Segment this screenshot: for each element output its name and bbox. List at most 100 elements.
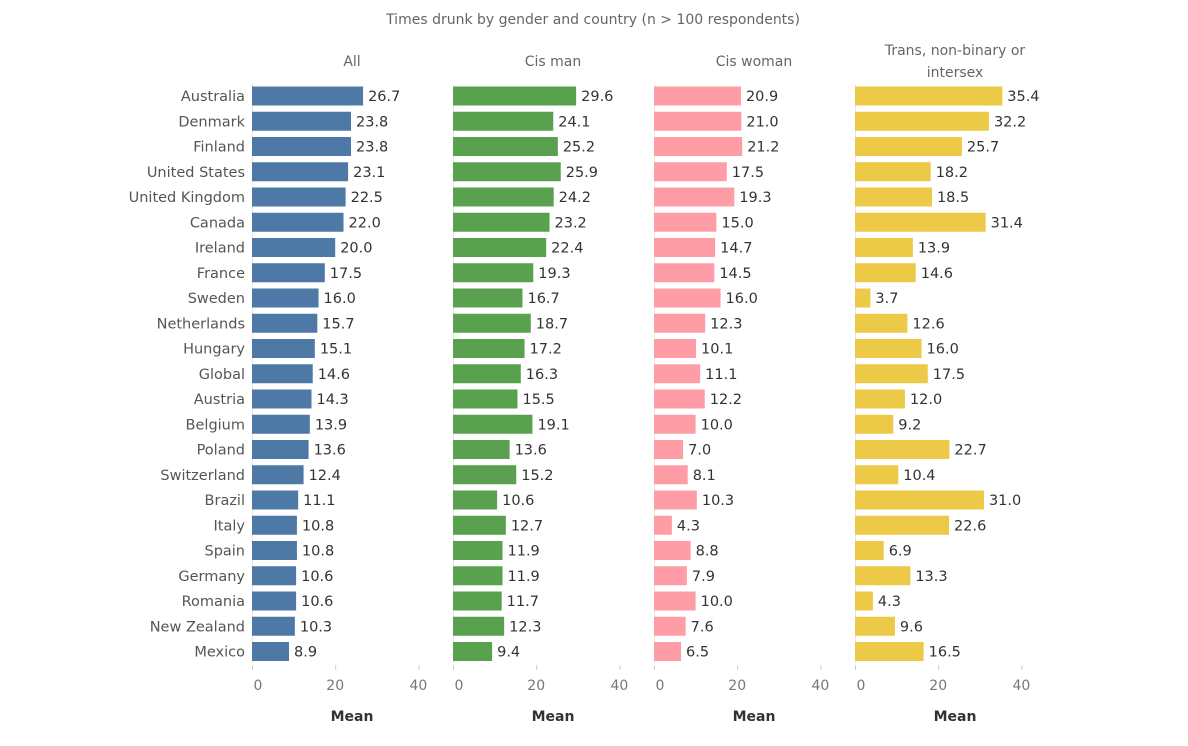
x-tick-label: 40 (610, 678, 628, 694)
bar (453, 389, 518, 409)
value-label: 35.4 (1007, 89, 1039, 105)
bar (252, 642, 290, 661)
bar (453, 137, 558, 156)
value-label: 12.7 (511, 518, 543, 534)
value-label: 32.2 (994, 114, 1026, 130)
bar (654, 263, 715, 283)
panel-title: Cis man (525, 54, 582, 70)
bar (453, 591, 502, 611)
category-label: Sweden (188, 291, 245, 307)
value-label: 7.9 (692, 569, 715, 585)
value-label: 19.1 (537, 417, 569, 433)
bar (453, 86, 577, 106)
value-label: 12.2 (710, 392, 742, 408)
value-label: 15.1 (320, 342, 352, 358)
value-label: 11.9 (508, 569, 540, 585)
value-label: 13.9 (918, 241, 950, 257)
category-label: Hungary (183, 342, 245, 358)
bar (252, 566, 297, 586)
bar (453, 490, 498, 510)
value-label: 24.1 (558, 114, 590, 130)
bar (654, 187, 735, 207)
bar (453, 566, 503, 586)
bar (654, 566, 687, 586)
bar (252, 339, 315, 358)
bar (855, 162, 931, 182)
value-label: 15.2 (521, 468, 553, 484)
bar (855, 212, 986, 232)
x-tick-label: 0 (857, 678, 866, 694)
bar (855, 263, 916, 283)
bar (654, 591, 696, 611)
value-label: 10.6 (502, 493, 534, 509)
value-label: 15.5 (522, 392, 554, 408)
category-label: Germany (178, 569, 245, 585)
bar (453, 187, 554, 207)
x-tick-label: 40 (409, 678, 427, 694)
x-axis-title: Mean (733, 709, 776, 725)
bar (453, 414, 533, 434)
value-label: 18.2 (936, 165, 968, 181)
x-tick-label: 20 (527, 678, 545, 694)
value-label: 16.0 (324, 291, 356, 307)
value-label: 12.0 (910, 392, 942, 408)
category-label: Brazil (205, 493, 245, 509)
value-label: 10.8 (302, 544, 334, 560)
value-label: 4.3 (878, 594, 901, 610)
bar (654, 642, 682, 661)
category-label: Global (199, 367, 245, 383)
bar (453, 616, 505, 636)
category-label: Belgium (186, 417, 245, 433)
value-label: 9.4 (497, 645, 520, 661)
value-label: 25.9 (566, 165, 598, 181)
bar (654, 541, 691, 560)
bar (453, 642, 493, 661)
bar (453, 263, 534, 283)
category-label: Denmark (178, 114, 245, 130)
bar (252, 162, 349, 182)
category-label: Netherlands (157, 316, 245, 332)
bar (654, 111, 742, 131)
value-label: 31.0 (989, 493, 1021, 509)
value-label: 12.3 (710, 316, 742, 332)
category-label: Romania (182, 594, 245, 610)
value-label: 10.0 (701, 594, 733, 610)
value-label: 21.2 (747, 140, 779, 156)
x-tick-label: 40 (1012, 678, 1030, 694)
value-label: 7.6 (691, 619, 714, 635)
value-label: 17.5 (933, 367, 965, 383)
bar (855, 541, 884, 560)
value-label: 10.8 (302, 518, 334, 534)
value-label: 19.3 (739, 190, 771, 206)
bar (855, 440, 950, 459)
panel-2: Cis woman 20.9 21.0 21.2 17.5 19.3 15.0 14.7 14.… (654, 54, 829, 725)
bar (453, 364, 521, 384)
value-label: 13.9 (315, 417, 347, 433)
bar (654, 162, 727, 182)
value-label: 7.0 (688, 443, 711, 459)
x-tick-label: 20 (929, 678, 947, 694)
bar (252, 137, 352, 156)
value-label: 14.6 (318, 367, 350, 383)
bar (855, 288, 871, 308)
value-label: 10.3 (702, 493, 734, 509)
bar (855, 364, 928, 384)
bar (855, 515, 950, 535)
value-label: 13.6 (314, 443, 346, 459)
panel-title: All (343, 54, 360, 70)
bar (252, 490, 299, 510)
category-label: France (197, 266, 245, 282)
value-label: 17.5 (330, 266, 362, 282)
category-label: United Kingdom (129, 190, 245, 206)
x-axis-title: Mean (331, 709, 374, 725)
bar (453, 440, 510, 459)
category-label: Austria (194, 392, 245, 408)
panels: All 26.7 23.8 23.8 23.1 22.5 22.0 20.0 17.5 16.0 1… (252, 43, 1040, 725)
value-label: 19.3 (538, 266, 570, 282)
category-label: Ireland (195, 241, 245, 257)
value-label: 14.5 (719, 266, 751, 282)
bar (252, 86, 364, 106)
value-label: 13.3 (915, 569, 947, 585)
bar (252, 389, 312, 409)
category-label: Spain (204, 544, 245, 560)
